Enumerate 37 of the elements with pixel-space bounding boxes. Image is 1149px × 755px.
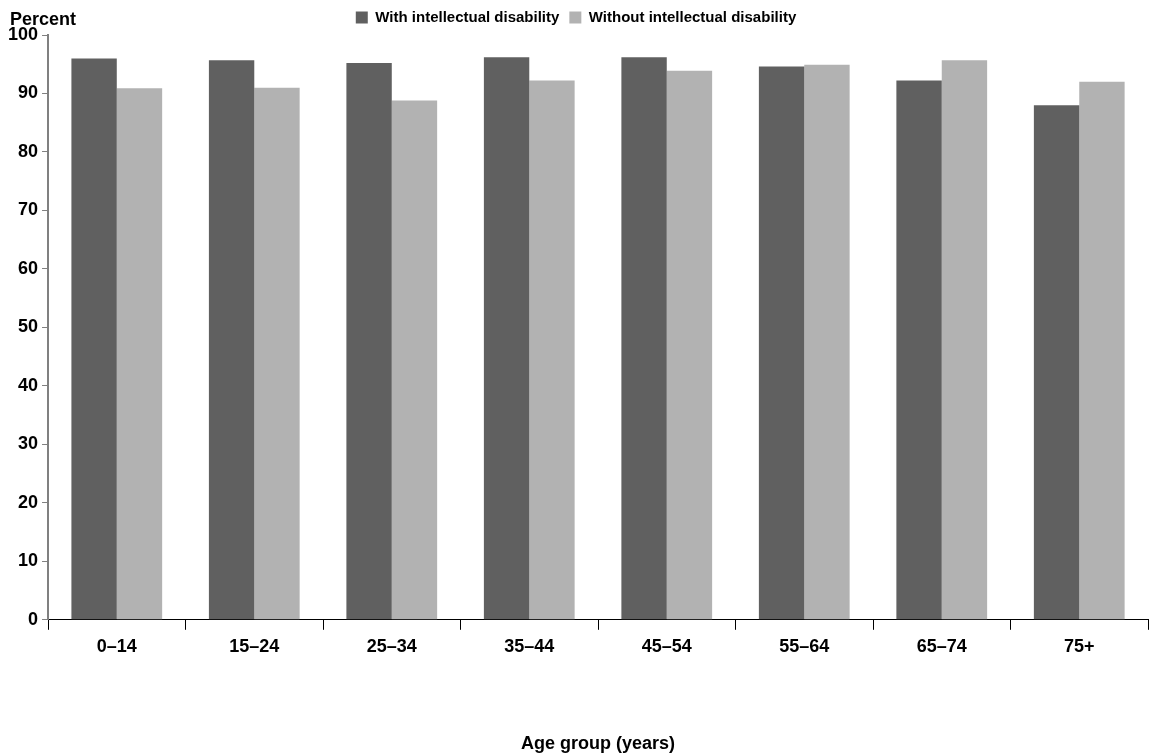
y-tick-label: 0 — [28, 608, 39, 629]
bar — [666, 70, 713, 620]
y-tick-label: 20 — [18, 491, 39, 512]
bar — [71, 58, 117, 620]
y-tick-label: 60 — [18, 257, 39, 278]
bar — [483, 57, 530, 620]
x-tick-label: 65–74 — [916, 635, 967, 656]
x-tick-label: 15–24 — [229, 635, 280, 656]
y-tick-label: 30 — [18, 433, 39, 454]
bar — [254, 87, 300, 620]
legend-label: With intellectual disability — [375, 7, 560, 25]
x-tick-label: 45–54 — [641, 635, 692, 656]
y-tick-label: 80 — [18, 140, 39, 161]
bar — [346, 63, 392, 620]
x-tick-label: 25–34 — [366, 635, 417, 656]
bar — [758, 66, 805, 620]
y-tick-label: 50 — [18, 316, 39, 337]
bar — [621, 57, 667, 620]
x-axis-title: Age group (years) — [521, 733, 676, 754]
x-tick-label: 0–14 — [96, 635, 137, 656]
y-tick-label: 10 — [18, 550, 39, 571]
y-tick-label: 90 — [18, 82, 39, 103]
x-tick-label: 35–44 — [504, 635, 555, 656]
legend-label: Without intellectual disability — [588, 7, 797, 25]
bar — [1033, 105, 1080, 620]
bar — [529, 80, 575, 620]
bar — [391, 100, 438, 620]
bar — [941, 60, 988, 620]
bar — [804, 64, 850, 620]
x-tick-label: 55–64 — [779, 635, 830, 656]
y-tick-label: 70 — [18, 199, 39, 220]
y-tick-label: 40 — [18, 374, 39, 395]
bar — [208, 60, 255, 620]
bar — [896, 80, 942, 620]
x-tick-label: 75+ — [1063, 635, 1095, 656]
bar — [116, 88, 163, 620]
bar — [1079, 81, 1125, 620]
